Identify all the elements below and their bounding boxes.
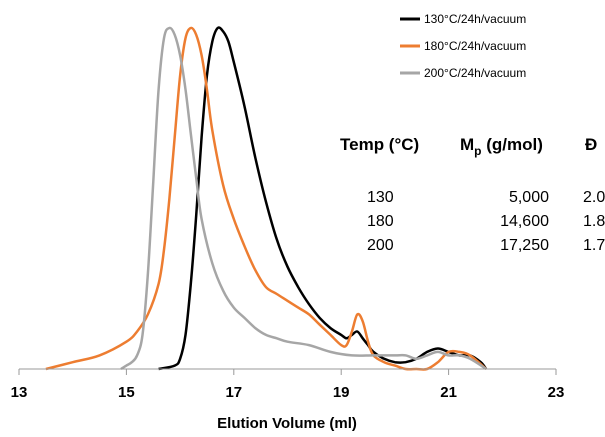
x-axis-title: Elution Volume (ml) bbox=[217, 415, 357, 432]
legend: 130°C/24h/vacuum 180°C/24h/vacuum 200°C/24… bbox=[400, 12, 526, 80]
table-cell-r2-c3: 1.8 bbox=[583, 213, 605, 230]
series-line-3 bbox=[120, 26, 487, 371]
series-line-2 bbox=[45, 26, 488, 371]
series-group bbox=[45, 26, 488, 371]
x-tick-label-15: 15 bbox=[118, 384, 135, 401]
table-cell-r1-c3: 2.0 bbox=[583, 189, 605, 206]
legend-label-1: 130°C/24h/vacuum bbox=[424, 12, 526, 26]
x-tick-label-23: 23 bbox=[548, 384, 565, 401]
table-header-mp-sub: p bbox=[474, 144, 481, 158]
legend-label-3: 200°C/24h/vacuum bbox=[424, 66, 526, 80]
x-tick-label-21: 21 bbox=[440, 384, 457, 401]
x-tick-label-19: 19 bbox=[333, 384, 350, 401]
plot-area: 13 15 17 19 21 23 bbox=[11, 26, 565, 401]
x-tick-label-13: 13 bbox=[11, 384, 28, 401]
table-rows: 130 5,000 2.0 180 14,600 1.8 200 17,250 1.7 bbox=[367, 189, 605, 254]
x-ticks: 13 15 17 19 21 23 bbox=[11, 369, 565, 401]
legend-label-2: 180°C/24h/vacuum bbox=[424, 39, 526, 53]
x-tick-label-17: 17 bbox=[225, 384, 242, 401]
table-cell-r3-c1: 200 bbox=[367, 237, 394, 254]
table-cell-r3-c2: 17,250 bbox=[500, 237, 549, 254]
table-header-mp-m: M bbox=[460, 135, 474, 154]
table-cell-r2-c2: 14,600 bbox=[500, 213, 549, 230]
table-header-temp: Temp (°C) bbox=[340, 135, 419, 154]
table-header-dispersity: Đ bbox=[585, 135, 597, 154]
table-header-mp-unit: (g/mol) bbox=[482, 135, 543, 154]
data-table: Temp (°C) Mp (g/mol) Đ 130 5,000 2.0 180 14,… bbox=[340, 135, 605, 254]
table-header-mp: Mp (g/mol) bbox=[460, 135, 543, 158]
table-cell-r1-c2: 5,000 bbox=[509, 189, 549, 206]
table-cell-r1-c1: 130 bbox=[367, 189, 394, 206]
series-line-1 bbox=[158, 26, 488, 371]
table-cell-r3-c3: 1.7 bbox=[583, 237, 605, 254]
table-cell-r2-c1: 180 bbox=[367, 213, 394, 230]
